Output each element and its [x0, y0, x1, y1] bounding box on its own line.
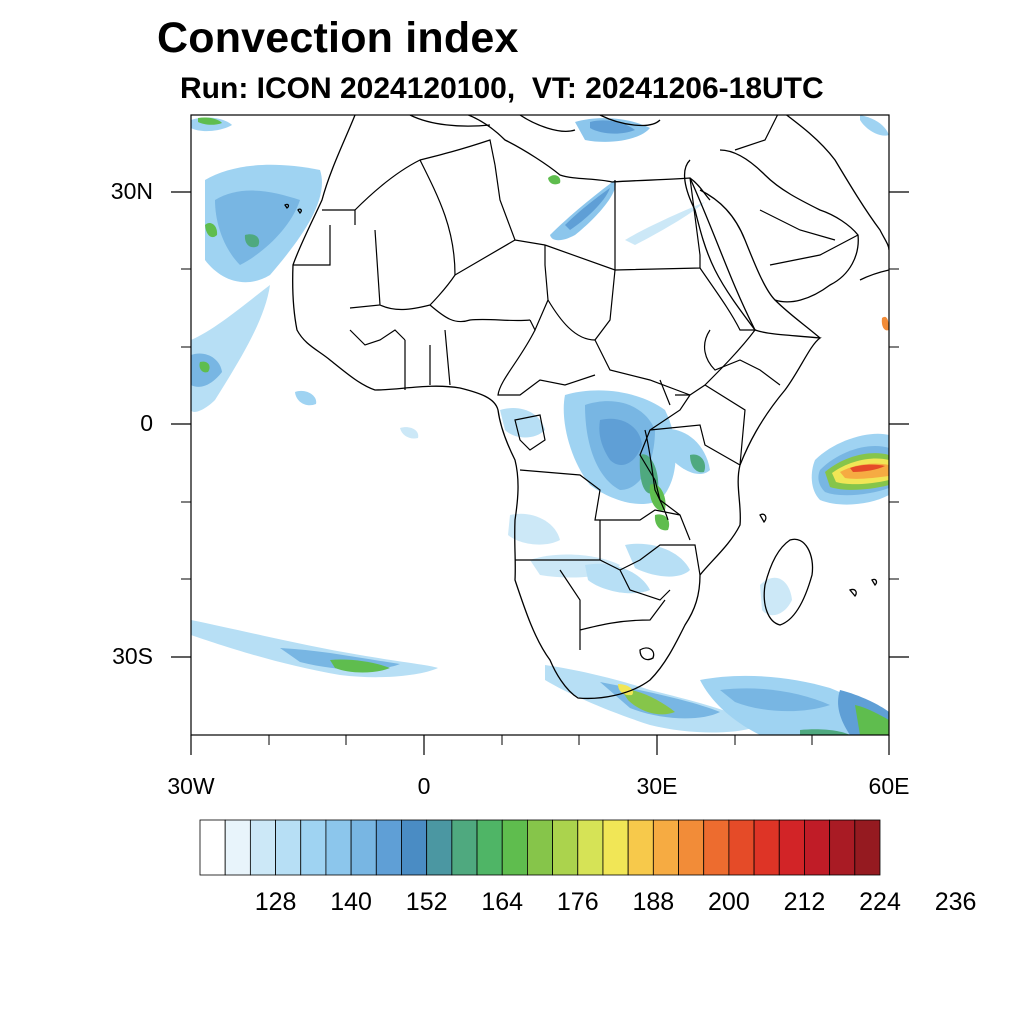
- colorbar-swatch: [249, 819, 276, 876]
- colorbar-swatch: [476, 819, 503, 876]
- coastlines: [284, 115, 889, 700]
- convection-field: [191, 115, 889, 735]
- field-southern-ocean: [191, 620, 889, 735]
- colorbar-swatch: [325, 819, 352, 876]
- colorbar-swatch: [753, 819, 780, 876]
- colorbar-swatch: [375, 819, 402, 876]
- lat-label-30s: 30S: [112, 643, 153, 669]
- colorbar-swatch: [224, 819, 251, 876]
- colorbar-tick-label: 164: [481, 888, 524, 916]
- map-frame: [171, 114, 909, 755]
- colorbar-swatch: [552, 819, 579, 876]
- colorbar-swatch: [703, 819, 730, 876]
- colorbar-tick-label: 224: [859, 888, 901, 916]
- lat-label-0: 0: [140, 410, 153, 436]
- colorbar-swatch: [350, 819, 377, 876]
- colorbar-swatch: [275, 819, 302, 876]
- colorbar-swatch: [527, 819, 553, 876]
- colorbar-tick-label: 200: [708, 888, 750, 916]
- colorbar-swatch: [627, 819, 654, 876]
- colorbar-tick-label: 212: [783, 888, 826, 916]
- colorbar-swatch: [778, 819, 805, 876]
- colorbar-tick-label: 236: [934, 888, 977, 916]
- lon-label-30w: 30W: [167, 773, 215, 799]
- colorbar-tick-label: 152: [405, 888, 448, 916]
- field-north-africa: [548, 115, 889, 245]
- field-nw-atlantic: [191, 117, 322, 412]
- colorbar-swatch: [300, 819, 327, 876]
- colorbar-swatch: [426, 819, 453, 876]
- colorbar-swatch: [501, 819, 528, 876]
- colorbar: [199, 819, 881, 876]
- lat-label-30n: 30N: [110, 178, 153, 204]
- colorbar-swatch: [199, 819, 226, 876]
- colorbar-swatch: [678, 819, 705, 876]
- chart-title: Convection index: [157, 14, 519, 62]
- colorbar-swatch: [401, 819, 428, 876]
- lon-label-30e: 30E: [636, 773, 678, 799]
- country-borders: [293, 115, 859, 650]
- colorbar-swatch: [854, 819, 881, 876]
- colorbar-swatch: [652, 819, 679, 876]
- colorbar-swatch: [602, 819, 629, 876]
- colorbar-swatch: [451, 819, 478, 876]
- lon-label-0: 0: [417, 773, 431, 799]
- colorbar-tick-label: 176: [556, 888, 599, 916]
- colorbar-swatch: [577, 819, 604, 876]
- colorbar-swatch: [804, 819, 831, 876]
- colorbar-swatch: [728, 819, 755, 876]
- field-indian-ocean: [760, 316, 889, 616]
- colorbar-tick-label: 188: [632, 888, 675, 916]
- major-ticks: [171, 191, 909, 755]
- colorbar-tick-label: 140: [330, 888, 372, 916]
- chart-subtitle: Run: ICON 2024120100, VT: 20241206-18UTC: [180, 72, 824, 105]
- lon-label-60e: 60E: [868, 773, 910, 799]
- minor-ticks: [181, 268, 899, 745]
- colorbar-swatch: [829, 819, 856, 876]
- colorbar-tick-label: 128: [254, 888, 297, 916]
